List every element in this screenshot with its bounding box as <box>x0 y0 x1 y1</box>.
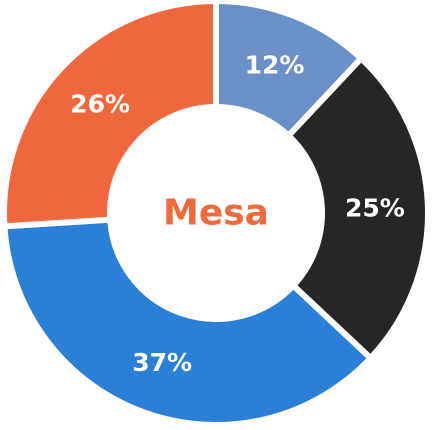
wedge <box>1 0 219 230</box>
data-label: 12% <box>245 51 305 80</box>
data-label: 26% <box>70 90 130 119</box>
data-label: 25% <box>345 194 405 223</box>
center-label: Mesa <box>163 193 269 234</box>
data-label: 37% <box>132 348 192 377</box>
wedge <box>1 216 375 428</box>
wedge <box>284 54 431 363</box>
